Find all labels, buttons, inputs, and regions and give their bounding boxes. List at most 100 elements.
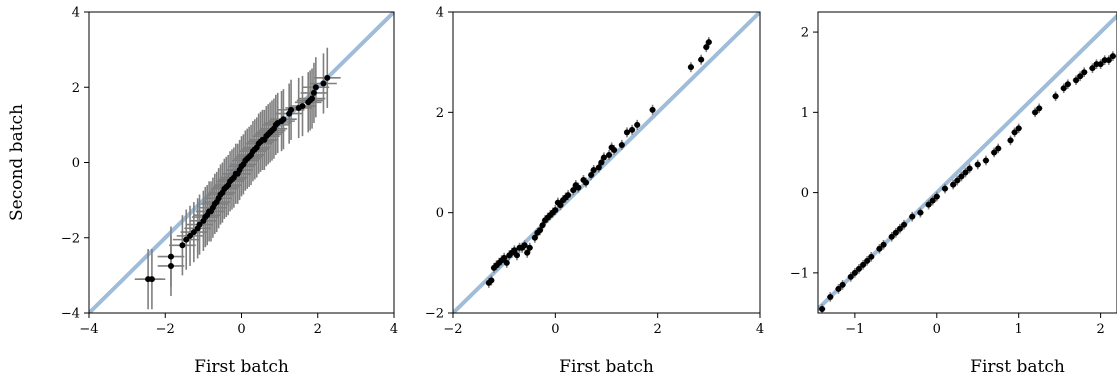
data-point	[1089, 65, 1096, 72]
data-point	[896, 225, 903, 232]
x-axis-label: First batch	[194, 357, 289, 377]
data-point	[958, 173, 965, 180]
y-tick-label: 2	[436, 106, 444, 121]
x-tick-label: −4	[79, 322, 98, 337]
data-point	[868, 253, 875, 260]
data-point	[705, 39, 712, 46]
y-tick-label: 2	[801, 26, 809, 41]
data-point	[991, 149, 998, 156]
data-point	[1052, 93, 1059, 100]
data-point	[598, 159, 605, 166]
data-point	[309, 95, 316, 102]
data-point	[888, 233, 895, 240]
x-tick-label: 0	[551, 322, 559, 337]
axes-frame	[817, 11, 1117, 314]
y-tick-label: 2	[72, 81, 80, 96]
data-point	[611, 146, 618, 153]
y-tick-label: −1	[790, 266, 809, 281]
x-tick-label: 0	[237, 322, 245, 337]
data-point	[933, 193, 940, 200]
reference-line	[453, 12, 760, 313]
y-tick-label: 0	[72, 156, 80, 171]
y-tick-label: −4	[61, 307, 80, 322]
data-point	[950, 181, 957, 188]
data-point	[552, 207, 559, 214]
y-tick-label: 0	[436, 206, 444, 221]
plot-area	[89, 12, 394, 313]
data-point	[167, 262, 174, 269]
data-point	[819, 305, 826, 312]
data-point	[590, 167, 597, 174]
x-tick-label: −2	[156, 322, 175, 337]
x-tick-label: 2	[1096, 322, 1104, 337]
data-point	[299, 103, 306, 110]
data-point	[925, 201, 932, 208]
data-point	[623, 129, 630, 136]
reference-line	[818, 13, 1117, 312]
data-point	[1109, 53, 1116, 60]
data-point	[513, 252, 520, 259]
x-tick-label: 4	[390, 322, 398, 337]
y-axis-label: Second batch	[7, 104, 27, 221]
data-point	[583, 179, 590, 186]
data-point	[634, 121, 641, 128]
data-point	[941, 185, 948, 192]
plot-area	[818, 13, 1117, 313]
data-point	[501, 254, 508, 261]
data-point	[1011, 129, 1018, 136]
data-point	[880, 241, 887, 248]
data-point	[312, 84, 319, 91]
data-point	[703, 44, 710, 51]
data-point	[839, 281, 846, 288]
data-point	[929, 197, 936, 204]
data-point	[966, 165, 973, 172]
data-point	[503, 259, 510, 266]
data-point	[524, 249, 531, 256]
data-point	[1105, 57, 1112, 64]
data-point	[595, 164, 602, 171]
data-point	[1036, 105, 1043, 112]
data-point	[892, 229, 899, 236]
data-point	[557, 202, 564, 209]
data-point	[629, 126, 636, 133]
data-point	[511, 247, 518, 254]
data-point	[982, 157, 989, 164]
data-point	[280, 116, 287, 123]
y-tick-label: 1	[801, 106, 809, 121]
data-point	[575, 184, 582, 191]
data-point	[1097, 61, 1104, 68]
data-point	[183, 236, 190, 243]
data-point	[618, 141, 625, 148]
data-point	[901, 221, 908, 228]
data-point	[148, 276, 155, 283]
x-axis-label: First batch	[559, 357, 654, 377]
data-point	[196, 221, 203, 228]
x-axis-label: First batch	[970, 357, 1065, 377]
data-point	[488, 277, 495, 284]
data-point	[909, 213, 916, 220]
data-point	[1081, 69, 1088, 76]
data-point	[1073, 77, 1080, 84]
y-tick-label: 4	[72, 6, 80, 21]
data-point	[570, 187, 577, 194]
x-tick-label: 0	[933, 322, 941, 337]
x-tick-label: 2	[654, 322, 662, 337]
x-tick-label: −2	[443, 322, 462, 337]
data-point	[860, 261, 867, 268]
data-point	[526, 244, 533, 251]
data-point	[536, 227, 543, 234]
data-point	[1032, 109, 1039, 116]
data-point	[187, 232, 194, 239]
data-point	[864, 257, 871, 264]
data-point	[1077, 73, 1084, 80]
data-point	[649, 106, 656, 113]
data-point	[324, 74, 331, 81]
data-point	[179, 242, 186, 249]
y-tick-label: −2	[61, 231, 80, 246]
data-point	[835, 285, 842, 292]
data-point	[288, 106, 295, 113]
data-point	[995, 145, 1002, 152]
panel-2: −2 0 2 4 −2 0 2 4 First batch	[425, 6, 764, 378]
